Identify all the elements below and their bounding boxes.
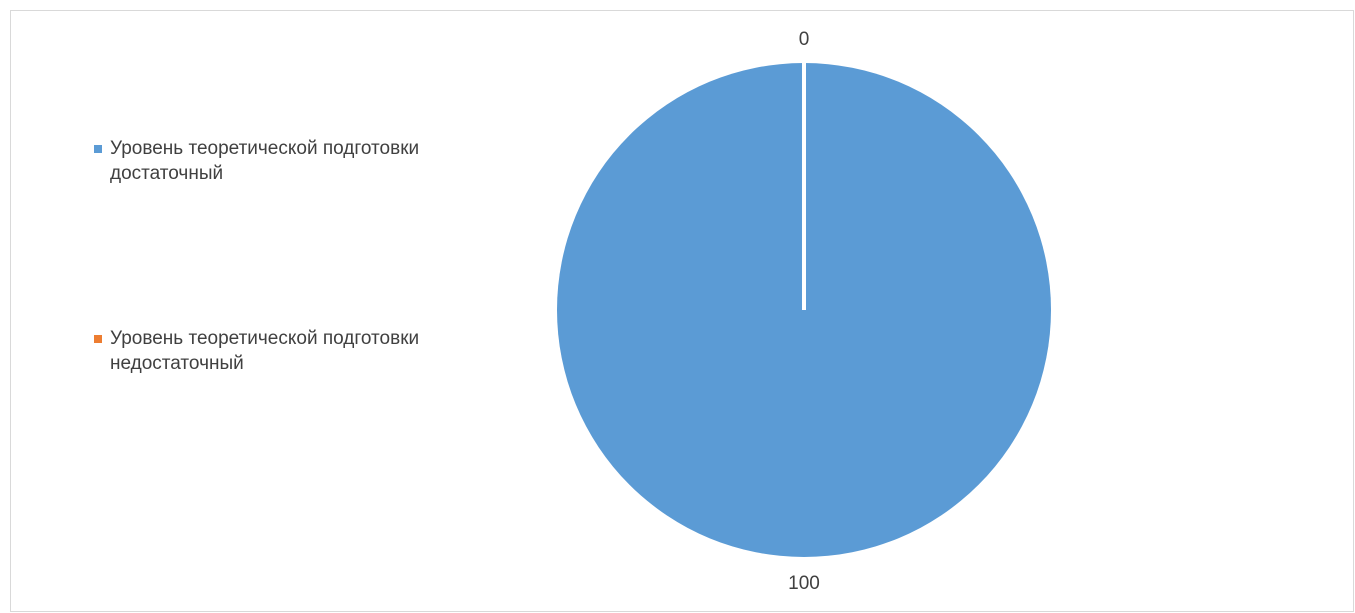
legend-swatch-insufficient bbox=[94, 335, 102, 343]
legend-item-sufficient: Уровень теоретической подготовки достато… bbox=[94, 136, 514, 186]
legend: Уровень теоретической подготовки достато… bbox=[94, 136, 514, 376]
data-label-insufficient: 0 bbox=[799, 29, 810, 50]
legend-swatch-sufficient bbox=[94, 145, 102, 153]
data-label-sufficient: 100 bbox=[788, 573, 820, 594]
legend-label-sufficient: Уровень теоретической подготовки достато… bbox=[110, 138, 420, 184]
legend-item-insufficient: Уровень теоретической подготовки недоста… bbox=[94, 326, 514, 376]
legend-label-insufficient: Уровень теоретической подготовки недоста… bbox=[110, 328, 420, 374]
